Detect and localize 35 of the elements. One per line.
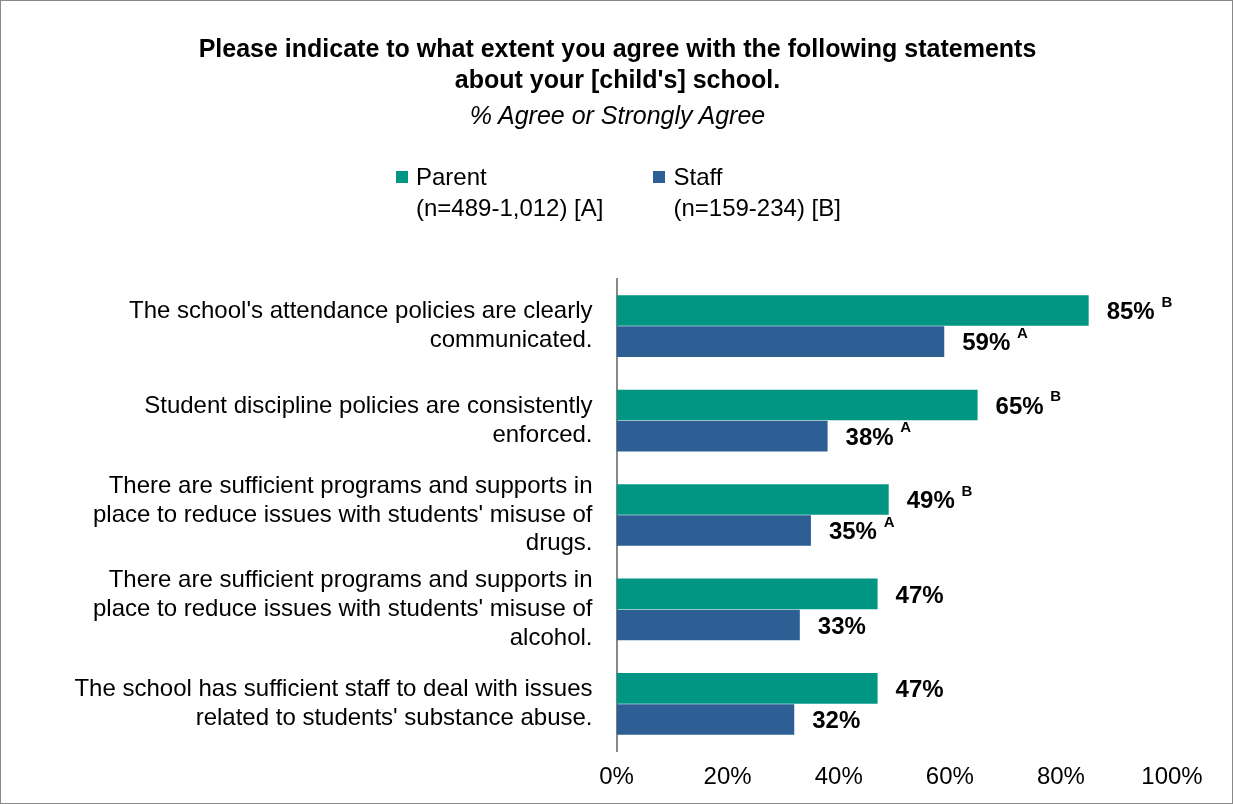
y-tick-label: There are sufficient programs and supports in place to reduce issues with students' misuse of alcohol. xyxy=(93,565,593,650)
x-tick-label: 60% xyxy=(925,762,974,790)
x-tick-label: 80% xyxy=(1036,762,1085,790)
y-tick-label: Student discipline policies are consistently enforced. xyxy=(144,390,593,447)
data-label: 47% xyxy=(895,580,944,608)
y-tick-label: The school's attendance policies are clearly communicated. xyxy=(129,296,593,353)
data-label: 38% A xyxy=(845,418,912,450)
bar xyxy=(616,515,811,546)
data-label: 35% A xyxy=(828,512,895,545)
bar xyxy=(616,326,945,357)
data-label: 33% xyxy=(817,611,866,639)
bar xyxy=(616,704,795,735)
x-tick-label: 0% xyxy=(599,762,634,790)
data-label: 65% B xyxy=(995,387,1062,419)
bar xyxy=(616,578,878,610)
bar xyxy=(616,484,889,515)
x-tick-label: 20% xyxy=(703,762,752,790)
data-label: 85% B xyxy=(1106,292,1173,325)
bar xyxy=(616,295,1089,326)
bar xyxy=(616,609,800,641)
data-label: 49% B xyxy=(906,481,973,514)
bar xyxy=(616,420,828,452)
bar xyxy=(616,673,878,704)
chart-subtitle: % Agree or Strongly Agree xyxy=(468,101,767,130)
x-tick-label: 40% xyxy=(814,762,863,790)
legend-label: Parent (n=489-1,012) [A] xyxy=(416,162,604,223)
legend-label: Staff (n=159-234) [B] xyxy=(673,162,841,223)
x-tick-label: 100% xyxy=(1141,762,1203,790)
y-tick-label: The school has sufficient staff to deal with issues related to students' substance abuse. xyxy=(74,674,593,730)
data-label: 59% A xyxy=(962,323,1028,356)
data-label: 32% xyxy=(812,706,861,734)
y-tick-label: There are sufficient programs and supports in place to reduce issues with students' misuse of drugs. xyxy=(93,470,593,556)
data-label: 47% xyxy=(895,675,944,702)
bar xyxy=(616,389,978,421)
chart-title: Please indicate to what extent you agree with the following statements about your [child's] school. xyxy=(197,33,1038,95)
